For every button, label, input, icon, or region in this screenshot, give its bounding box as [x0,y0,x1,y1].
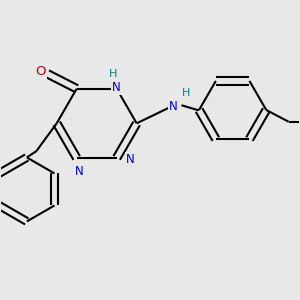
Text: H: H [109,69,118,79]
Text: N: N [126,152,135,166]
Text: N: N [112,81,121,94]
Text: N: N [169,100,177,113]
Text: N: N [74,165,83,178]
Text: H: H [182,88,190,98]
Text: O: O [36,65,46,78]
